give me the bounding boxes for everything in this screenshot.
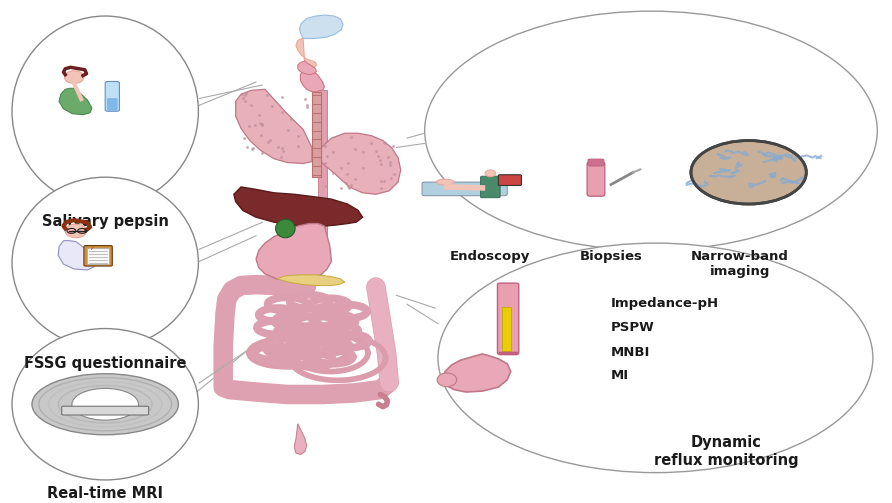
- Polygon shape: [312, 92, 321, 177]
- Ellipse shape: [436, 179, 454, 185]
- Ellipse shape: [12, 177, 198, 348]
- Polygon shape: [58, 240, 95, 270]
- Text: Impedance-pH: Impedance-pH: [611, 297, 719, 310]
- Text: FSSG questionnaire: FSSG questionnaire: [24, 357, 186, 371]
- FancyBboxPatch shape: [84, 245, 112, 266]
- Polygon shape: [235, 90, 312, 163]
- Text: Dynamic
reflux monitoring: Dynamic reflux monitoring: [654, 435, 798, 468]
- Text: ✓: ✓: [89, 246, 94, 252]
- Polygon shape: [234, 187, 362, 226]
- Polygon shape: [296, 38, 317, 71]
- Polygon shape: [301, 66, 325, 92]
- Ellipse shape: [32, 374, 178, 435]
- FancyBboxPatch shape: [107, 98, 118, 111]
- Ellipse shape: [64, 71, 84, 83]
- FancyBboxPatch shape: [498, 283, 519, 355]
- Ellipse shape: [437, 373, 457, 387]
- Polygon shape: [442, 354, 511, 392]
- Text: Salivary pepsin: Salivary pepsin: [42, 214, 169, 229]
- Ellipse shape: [12, 16, 198, 207]
- Text: Biopsies: Biopsies: [580, 250, 642, 264]
- Polygon shape: [294, 424, 307, 455]
- Polygon shape: [59, 89, 92, 115]
- Polygon shape: [300, 15, 343, 39]
- FancyBboxPatch shape: [587, 162, 605, 196]
- Polygon shape: [298, 61, 317, 74]
- FancyBboxPatch shape: [502, 307, 511, 351]
- Circle shape: [691, 140, 806, 204]
- Ellipse shape: [12, 328, 198, 480]
- Ellipse shape: [425, 11, 878, 250]
- Ellipse shape: [276, 219, 295, 238]
- FancyBboxPatch shape: [422, 182, 508, 196]
- Text: PSPW: PSPW: [611, 321, 655, 334]
- Polygon shape: [256, 223, 332, 281]
- Text: Real-time MRI: Real-time MRI: [47, 486, 163, 501]
- Polygon shape: [321, 133, 401, 194]
- FancyBboxPatch shape: [87, 248, 109, 264]
- FancyBboxPatch shape: [481, 176, 500, 198]
- Text: Narrow-band
imaging: Narrow-band imaging: [690, 250, 789, 279]
- FancyBboxPatch shape: [105, 81, 120, 111]
- Ellipse shape: [438, 243, 873, 473]
- Ellipse shape: [72, 388, 138, 420]
- Ellipse shape: [65, 224, 87, 238]
- Ellipse shape: [485, 170, 496, 177]
- Polygon shape: [318, 90, 327, 250]
- Polygon shape: [277, 275, 345, 286]
- Text: Endoscopy: Endoscopy: [450, 250, 530, 264]
- Text: MNBI: MNBI: [611, 346, 650, 359]
- FancyBboxPatch shape: [499, 175, 522, 186]
- FancyBboxPatch shape: [588, 159, 604, 166]
- Text: MI: MI: [611, 369, 629, 382]
- FancyBboxPatch shape: [62, 406, 149, 415]
